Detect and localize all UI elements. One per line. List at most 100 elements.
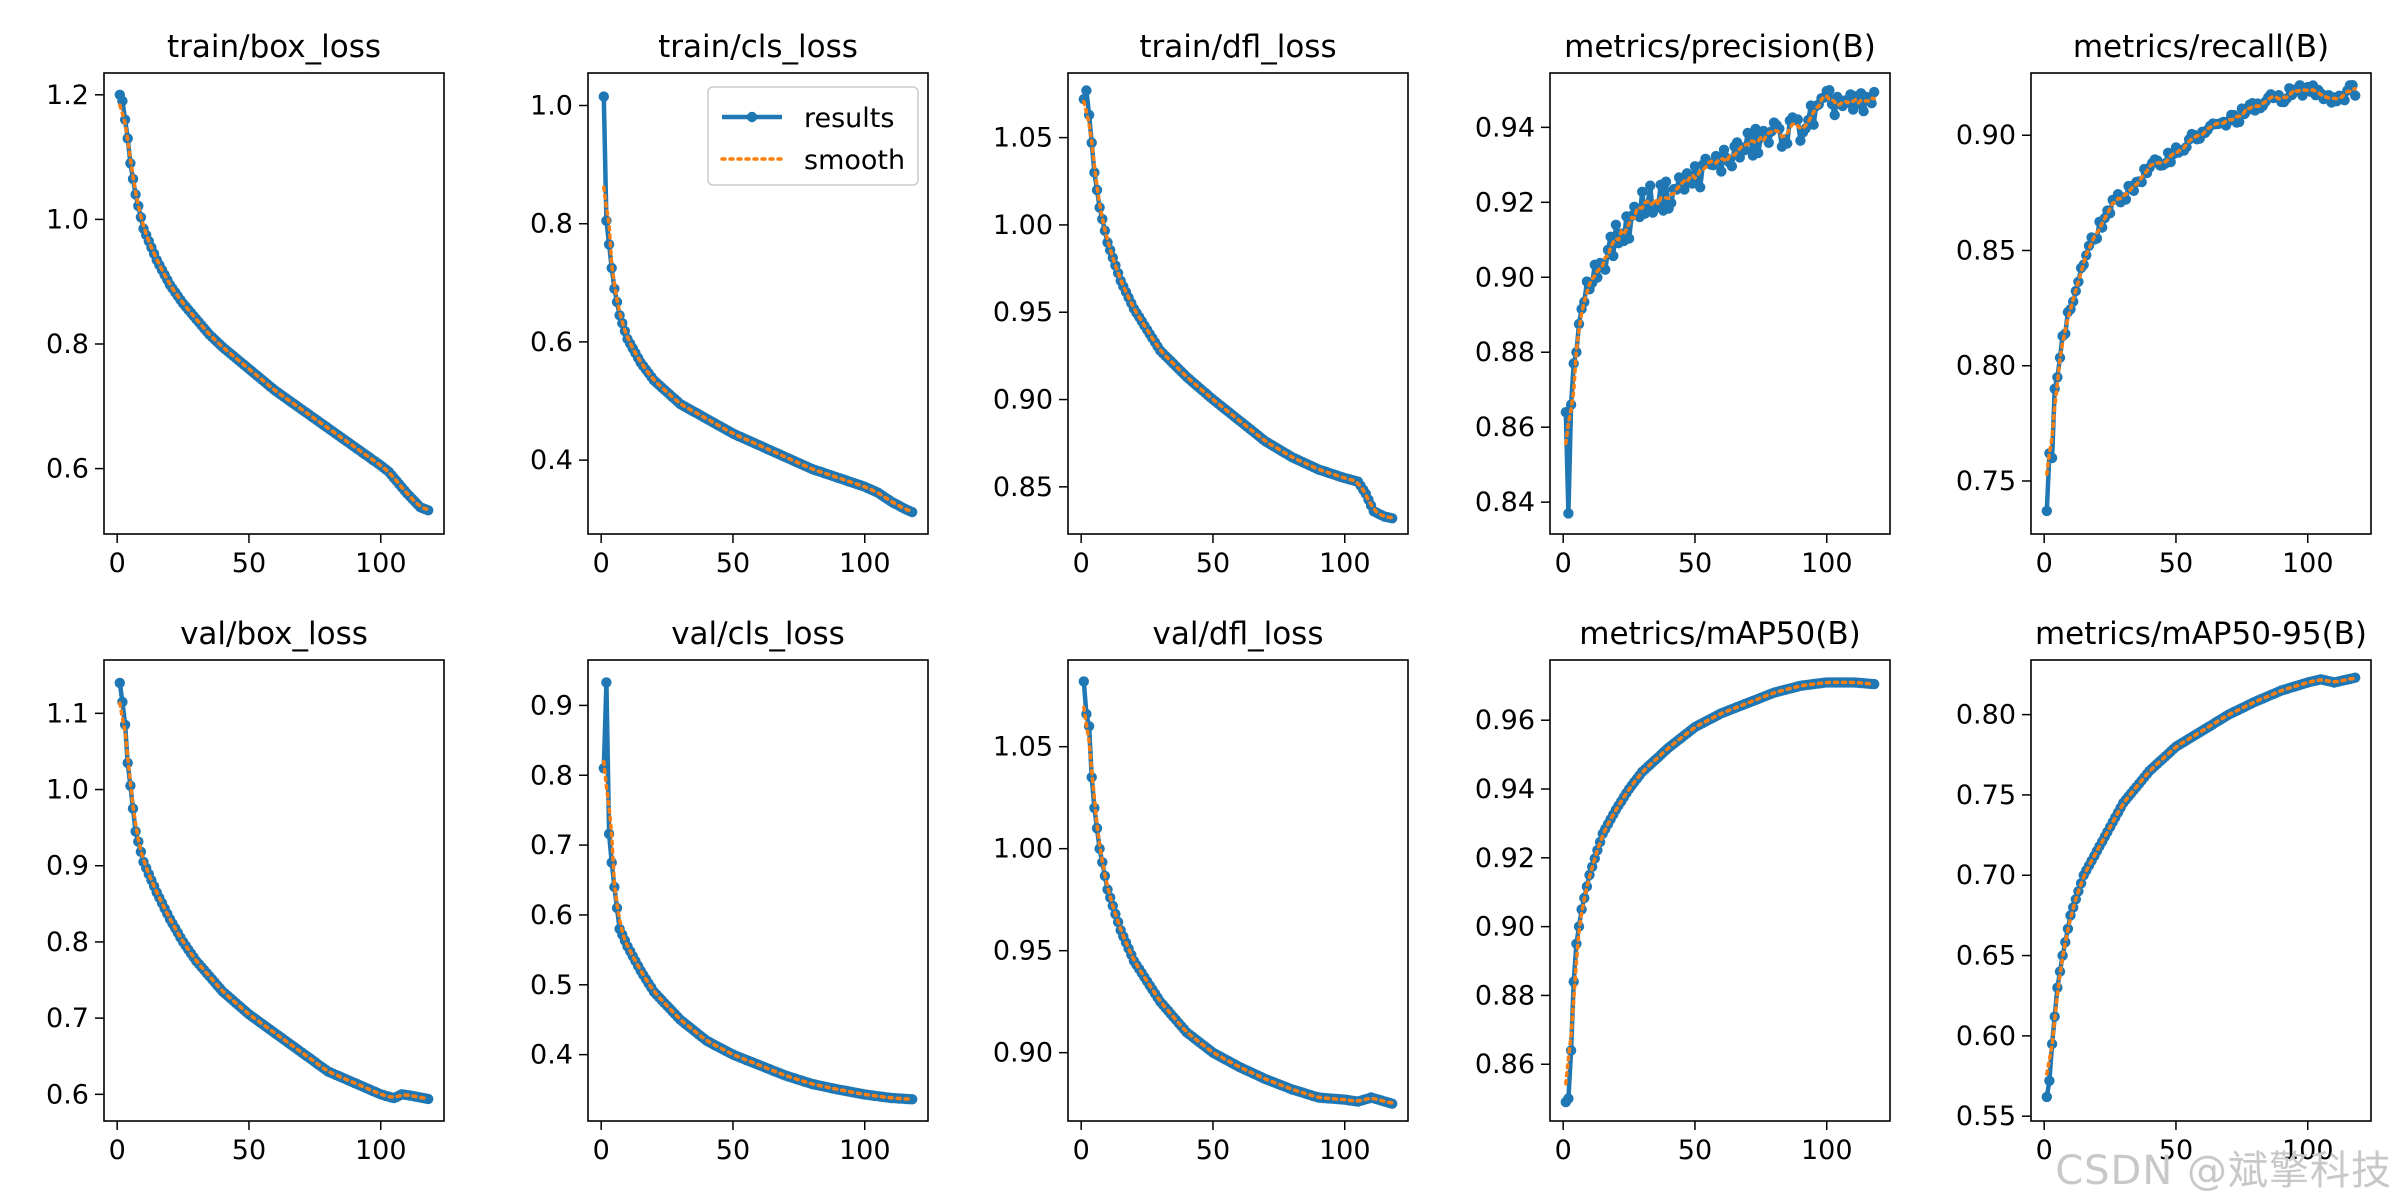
subplot-title: val/cls_loss bbox=[671, 616, 845, 652]
results-point bbox=[1565, 1045, 1577, 1056]
x-tick-label: 50 bbox=[232, 1135, 266, 1166]
smooth-line bbox=[602, 759, 914, 1101]
results-point bbox=[1782, 138, 1793, 149]
y-tick-label: 0.8 bbox=[530, 760, 573, 791]
results-point bbox=[2041, 505, 2052, 517]
x-tick-label: 100 bbox=[1801, 1135, 1853, 1166]
subplot-title: val/box_loss bbox=[180, 616, 368, 652]
results-point bbox=[1560, 407, 1572, 418]
subplot-title: train/box_loss bbox=[167, 29, 381, 65]
results-point bbox=[1718, 144, 1730, 155]
y-tick-label: 0.8 bbox=[46, 927, 89, 958]
results-point bbox=[1808, 119, 1819, 130]
results-point bbox=[598, 91, 609, 102]
y-tick-label: 0.90 bbox=[993, 1038, 1053, 1069]
results-line bbox=[601, 680, 913, 1102]
subplot-title: metrics/precision(B) bbox=[1564, 29, 1876, 65]
x-tick-label: 0 bbox=[1073, 1135, 1090, 1166]
results-point bbox=[907, 1094, 918, 1105]
x-tick-label: 50 bbox=[1196, 548, 1230, 579]
x-tick-label: 0 bbox=[593, 548, 610, 579]
y-tick-label: 0.6 bbox=[46, 1079, 89, 1110]
subplot-train-box-loss: train/box_loss 0 50 100 0.6 0.8 1.0 1.2 bbox=[46, 29, 445, 579]
x-tick-label: 50 bbox=[1678, 548, 1712, 579]
y-tick-label: 1.2 bbox=[46, 80, 89, 111]
smooth-line bbox=[118, 701, 430, 1101]
smooth-line bbox=[2045, 676, 2357, 1076]
results-point bbox=[2044, 1075, 2055, 1087]
results-point bbox=[1639, 208, 1651, 219]
y-tick-label: 0.6 bbox=[530, 900, 573, 931]
results-point bbox=[1568, 358, 1579, 369]
legend-box bbox=[707, 86, 919, 186]
results-point bbox=[1078, 94, 1090, 105]
results-point bbox=[1689, 161, 1701, 172]
smooth-line bbox=[1082, 705, 1394, 1105]
x-tick-label: 50 bbox=[232, 548, 266, 579]
y-tick-label: 0.55 bbox=[1956, 1101, 2016, 1132]
subplot-train-dfl-loss: train/dfl_loss 0 50 100 0.85 0.90 0.95 1.00 1.05 bbox=[993, 29, 1409, 579]
watermark: CSDN @斌擎科技 bbox=[2055, 1148, 2392, 1194]
results-point bbox=[1660, 176, 1672, 187]
axes-frame bbox=[2030, 72, 2372, 535]
y-tick-label: 0.88 bbox=[1475, 337, 1535, 368]
legend-results-label: results bbox=[804, 103, 894, 134]
legend-smooth-label: smooth bbox=[804, 145, 905, 176]
x-tick-label: 100 bbox=[2282, 1135, 2334, 1166]
results-point bbox=[2136, 176, 2147, 188]
y-tick-label: 1.1 bbox=[46, 698, 89, 729]
x-tick-label: 100 bbox=[355, 548, 407, 579]
x-tick-label: 100 bbox=[1319, 1135, 1371, 1166]
subplot-title: metrics/recall(B) bbox=[2073, 29, 2329, 65]
x-tick-label: 0 bbox=[1555, 548, 1572, 579]
y-tick-label: 0.90 bbox=[1475, 912, 1535, 943]
smooth-line bbox=[1082, 99, 1394, 520]
results-point bbox=[1645, 180, 1656, 191]
results-line bbox=[117, 93, 430, 513]
results-line bbox=[2044, 675, 2356, 1098]
y-tick-label: 0.9 bbox=[46, 851, 89, 882]
results-point bbox=[1763, 137, 1775, 148]
x-tick-label: 100 bbox=[1801, 548, 1853, 579]
x-tick-label: 50 bbox=[1678, 1135, 1712, 1166]
results-point bbox=[1563, 508, 1574, 519]
y-tick-label: 0.7 bbox=[530, 830, 573, 861]
results-point bbox=[1734, 152, 1746, 163]
subplot-val-cls-loss: val/cls_loss 0 50 100 0.4 0.5 0.6 0.7 0.8 0.9 bbox=[530, 616, 929, 1166]
y-tick-label: 0.86 bbox=[1475, 1049, 1535, 1080]
results-point bbox=[1666, 197, 1677, 209]
legend-results-marker bbox=[746, 111, 758, 123]
results-point bbox=[2041, 1091, 2052, 1103]
axes-frame bbox=[587, 659, 929, 1122]
results-point bbox=[1679, 184, 1690, 195]
y-tick-label: 0.85 bbox=[1956, 235, 2016, 266]
y-tick-label: 1.0 bbox=[530, 91, 573, 122]
y-tick-label: 0.86 bbox=[1475, 412, 1535, 443]
x-tick-label: 50 bbox=[1196, 1135, 1230, 1166]
subplot-train-cls-loss: train/cls_loss 0 50 100 0.4 0.6 0.8 1.0 results s… bbox=[530, 29, 929, 579]
y-tick-label: 1.0 bbox=[46, 775, 89, 806]
y-tick-label: 0.7 bbox=[46, 1003, 89, 1034]
results-point bbox=[1078, 676, 1090, 687]
results-point bbox=[609, 881, 620, 893]
x-tick-label: 50 bbox=[716, 548, 750, 579]
results-point bbox=[1637, 186, 1648, 197]
subplot-title: metrics/mAP50-95(B) bbox=[2035, 616, 2367, 652]
results-point bbox=[1716, 166, 1727, 177]
axes-frame bbox=[2030, 659, 2372, 1122]
axes-frame bbox=[103, 72, 445, 535]
subplot-title: val/dfl_loss bbox=[1153, 616, 1324, 652]
subplot-metrics-map50-b-: metrics/mAP50(B) 0 50 100 0.86 0.88 0.90 0.92 0.… bbox=[1475, 616, 1891, 1166]
results-point bbox=[1824, 85, 1835, 96]
y-tick-label: 0.60 bbox=[1956, 1021, 2016, 1052]
x-tick-label: 100 bbox=[839, 548, 891, 579]
y-tick-label: 1.00 bbox=[993, 210, 1053, 241]
y-tick-label: 0.95 bbox=[993, 297, 1053, 328]
y-tick-label: 0.70 bbox=[1956, 860, 2016, 891]
y-tick-label: 1.05 bbox=[993, 732, 1053, 763]
results-line bbox=[2044, 82, 2358, 512]
x-tick-label: 100 bbox=[2282, 548, 2334, 579]
y-tick-label: 0.90 bbox=[993, 385, 1053, 416]
x-tick-label: 0 bbox=[1073, 548, 1090, 579]
